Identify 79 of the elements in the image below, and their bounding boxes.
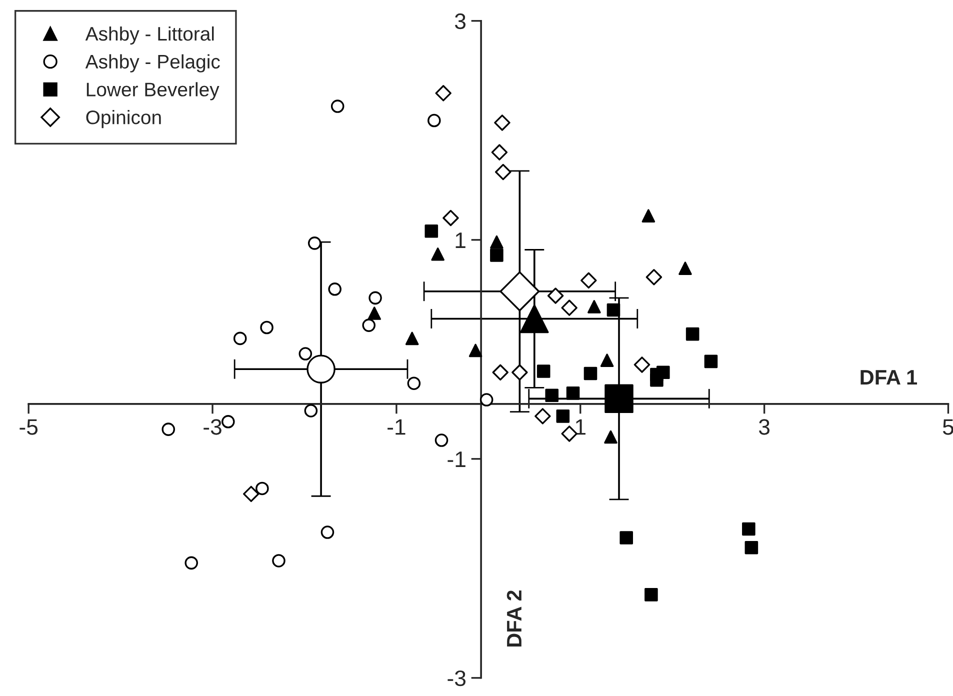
point: [468, 344, 482, 358]
point: [620, 531, 634, 544]
point: [744, 540, 758, 554]
y-tick-label: 1: [456, 232, 466, 248]
point: [328, 282, 342, 296]
point: [547, 288, 564, 304]
x-tick-label: -5: [20, 419, 38, 435]
point: [407, 376, 421, 390]
point: [362, 318, 376, 332]
legend-label: Lower Beverley: [86, 82, 220, 100]
point: [584, 366, 598, 380]
point: [536, 364, 550, 378]
point: [308, 236, 322, 250]
point: [512, 364, 528, 381]
x-axis-title: DFA 1: [860, 370, 918, 384]
point: [495, 164, 512, 180]
point: [646, 269, 662, 286]
point: [566, 386, 580, 400]
y-tick-label: -1: [448, 452, 466, 467]
legend-label: Opinicon: [86, 110, 161, 128]
y-tick-label: -3: [448, 670, 466, 686]
point: [600, 354, 614, 367]
point: [650, 373, 664, 387]
point: [222, 415, 235, 428]
point: [606, 303, 620, 317]
x-tick-label: 1: [576, 419, 586, 435]
point: [494, 114, 510, 131]
point: [490, 235, 504, 249]
point: [405, 332, 419, 346]
point: [304, 404, 318, 418]
point: [435, 85, 452, 102]
point: [556, 410, 570, 423]
point: [561, 300, 578, 316]
point: [604, 384, 634, 414]
point: [634, 356, 650, 373]
point: [256, 482, 269, 496]
point: [431, 247, 444, 261]
point: [678, 262, 692, 276]
point: [330, 100, 344, 113]
point: [424, 224, 438, 238]
point: [320, 526, 334, 539]
point: [298, 347, 312, 360]
point: [434, 434, 448, 447]
point: [306, 354, 336, 384]
y-axis-title: DFA 2: [506, 590, 522, 647]
point: [561, 426, 578, 442]
x-tick-label: 5: [942, 419, 953, 435]
point: [642, 209, 656, 222]
y-tick-label: 3: [454, 13, 466, 30]
point: [644, 588, 658, 602]
legend-label: Ashby - Pelagic: [85, 54, 220, 72]
x-tick-label: -3: [204, 419, 222, 435]
point: [260, 320, 274, 334]
x-tick-label: 3: [758, 419, 770, 435]
point: [490, 248, 504, 262]
point: [545, 388, 559, 402]
point: [520, 304, 549, 334]
point: [742, 522, 756, 536]
point: [233, 332, 247, 346]
point: [243, 486, 260, 502]
point: [534, 408, 551, 424]
point: [480, 393, 494, 406]
legend-label: Ashby - Littoral: [85, 26, 214, 45]
point: [428, 114, 441, 128]
point: [492, 364, 508, 381]
point: [686, 327, 700, 341]
point: [162, 422, 176, 436]
point: [491, 144, 508, 160]
point: [184, 556, 198, 570]
point: [604, 430, 618, 444]
point: [272, 554, 286, 568]
point: [704, 354, 718, 368]
point: [368, 306, 382, 320]
point: [368, 291, 382, 305]
point: [580, 272, 597, 289]
x-tick-label: -1: [388, 419, 406, 435]
point: [588, 300, 601, 314]
point: [442, 210, 459, 226]
point: [500, 271, 540, 312]
